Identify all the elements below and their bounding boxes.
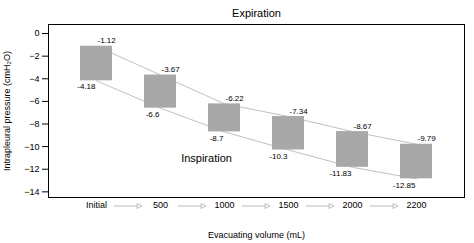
svg-text:Expiration: Expiration: [232, 7, 281, 19]
svg-text:−6: −6: [29, 96, 39, 106]
svg-text:-9.79: -9.79: [418, 134, 437, 143]
svg-text:−14: −14: [24, 187, 39, 197]
svg-text:−2: −2: [29, 51, 39, 61]
svg-text:-8.67: -8.67: [354, 122, 373, 131]
svg-text:-10.3: -10.3: [269, 152, 288, 161]
svg-text:-4.18: -4.18: [77, 82, 96, 91]
svg-text:2000: 2000: [342, 200, 362, 210]
svg-text:0: 0: [34, 28, 39, 38]
svg-text:−12: −12: [24, 164, 39, 174]
svg-text:−4: −4: [29, 74, 39, 84]
svg-text:1000: 1000: [214, 200, 234, 210]
svg-text:Inspiration: Inspiration: [181, 152, 232, 164]
svg-text:−10: −10: [24, 141, 39, 151]
svg-text:500: 500: [153, 200, 168, 210]
svg-text:-6.6: -6.6: [146, 110, 160, 119]
svg-text:Initial: Initial: [86, 200, 107, 210]
svg-text:-7.34: -7.34: [290, 107, 309, 116]
svg-text:-11.83: -11.83: [329, 169, 352, 178]
svg-text:-1.12: -1.12: [98, 36, 117, 45]
svg-text:1500: 1500: [278, 200, 298, 210]
svg-text:2200: 2200: [406, 200, 426, 210]
svg-text:-6.22: -6.22: [226, 94, 245, 103]
svg-text:Intrapleural pressure (cmH₂O): Intrapleural pressure (cmH₂O): [2, 51, 12, 171]
svg-text:-12.85: -12.85: [393, 181, 416, 190]
svg-text:Evacuating volume (mL): Evacuating volume (mL): [208, 230, 305, 240]
svg-text:−8: −8: [29, 119, 39, 129]
svg-text:-8.7: -8.7: [210, 134, 224, 143]
svg-text:-3.67: -3.67: [162, 65, 181, 74]
